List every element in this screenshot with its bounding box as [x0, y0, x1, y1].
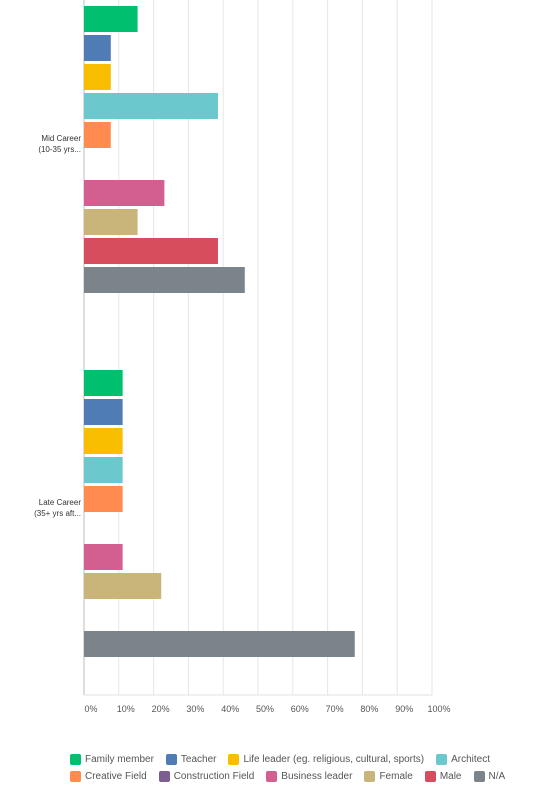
legend-label: N/A [488, 770, 506, 782]
category-label-line2: (35+ yrs aft... [34, 509, 81, 518]
legend-swatch [70, 753, 81, 765]
legend-label: Creative Field [85, 770, 147, 782]
x-tick-label: 40% [221, 704, 239, 714]
bar [84, 544, 123, 570]
legend-item: N/A [473, 769, 506, 783]
bar [84, 399, 123, 425]
x-tick-label: 0% [84, 704, 97, 714]
legend-label: Life leader (eg. religious, cultural, sp… [243, 753, 425, 765]
legend-swatch [473, 770, 485, 782]
bar [84, 93, 218, 119]
bar [84, 238, 218, 264]
x-tick-label: 70% [326, 704, 344, 714]
chart-plot: 0% 10% 20% 30% 40% 50% 60% 70% 80% 90% 100% Mid Car… [34, 0, 451, 714]
category-label-line2: (10-35 yrs... [38, 145, 81, 154]
legend-item: Teacher [165, 752, 217, 766]
x-tick-label: 90% [395, 704, 413, 714]
bar [84, 573, 162, 599]
legend-label: Male [439, 770, 462, 782]
x-tick-label: 10% [117, 704, 135, 714]
x-tick-label: 20% [152, 704, 170, 714]
legend-item: Business leader [266, 769, 352, 783]
legend-swatch [436, 753, 448, 765]
legend-swatch [424, 770, 436, 782]
legend-swatch [70, 770, 81, 782]
legend-label: Female [379, 770, 413, 782]
bar [84, 122, 111, 148]
legend-swatch [266, 770, 278, 782]
legend-item: Creative Field [70, 769, 147, 783]
legend-label: Business leader [281, 770, 353, 782]
bar [84, 64, 111, 90]
bar [84, 428, 123, 454]
bar [84, 180, 165, 206]
legend-item: Construction Field [158, 769, 255, 783]
category-label: Mid Career [41, 134, 81, 143]
legend-swatch [228, 753, 240, 765]
legend-label: Teacher [180, 753, 217, 765]
chart-legend: Family member Teacher Life leader (eg. rel… [70, 752, 530, 783]
legend-item: Family member [70, 752, 154, 766]
bar [84, 35, 111, 61]
x-tick-label: 50% [256, 704, 274, 714]
legend-label: Construction Field [173, 770, 255, 782]
bar [84, 370, 123, 396]
legend-swatch [158, 770, 170, 782]
legend-item: Male [424, 769, 462, 783]
x-tick-label: 80% [360, 704, 378, 714]
bar [84, 209, 138, 235]
x-tick-label: 100% [427, 704, 450, 714]
x-tick-label: 60% [291, 704, 309, 714]
bar [84, 457, 123, 483]
legend-swatch [165, 753, 177, 765]
legend-label: Family member [85, 753, 154, 765]
legend-label: Architect [451, 753, 491, 765]
bar [84, 267, 245, 293]
legend-item: Architect [436, 752, 490, 766]
bar [84, 6, 138, 32]
legend-swatch [364, 770, 376, 782]
legend-item: Female [364, 769, 413, 783]
category-label: Late Career [39, 498, 82, 507]
legend-item: Life leader (eg. religious, cultural, sp… [228, 752, 424, 766]
bar [84, 486, 123, 512]
x-tick-label: 30% [186, 704, 204, 714]
bar [84, 631, 355, 657]
